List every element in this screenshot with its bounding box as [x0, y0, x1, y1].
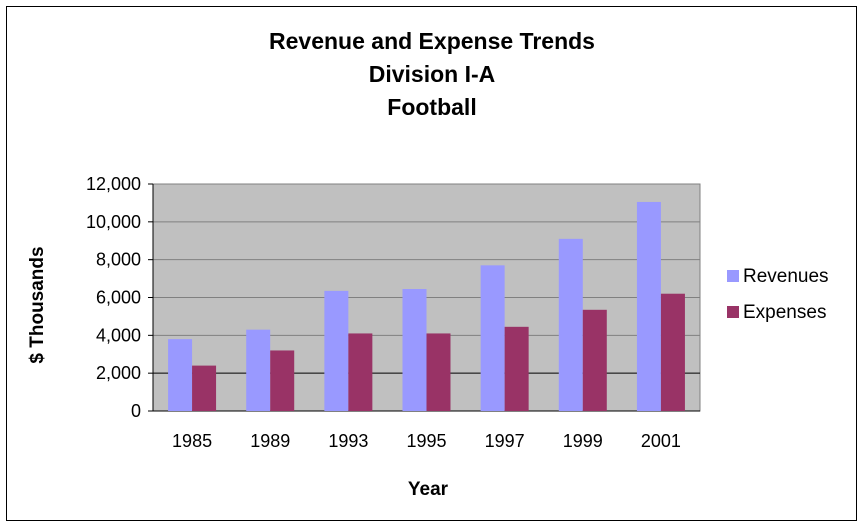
y-axis-label: $ Thousands [27, 246, 48, 363]
y-tick-label: 4,000 [96, 325, 141, 345]
bar-expenses-1993 [348, 333, 373, 411]
y-tick-label: 10,000 [86, 212, 141, 232]
bar-revenues-1997 [480, 265, 505, 411]
y-tick-label: 12,000 [86, 174, 141, 194]
x-tick-label: 1993 [328, 431, 368, 451]
legend-swatch-expenses [727, 306, 739, 318]
x-tick-label: 1995 [406, 431, 446, 451]
bar-chart: Revenue and Expense Trends Division I-A … [27, 28, 829, 500]
bar-expenses-1999 [582, 309, 607, 411]
bar-revenues-1985 [168, 339, 193, 411]
bar-expenses-1989 [270, 350, 295, 411]
y-tick-label: 6,000 [96, 288, 141, 308]
x-axis-label: Year [408, 479, 449, 500]
x-tick-label: 1985 [172, 431, 212, 451]
x-tick-label: 1997 [485, 431, 525, 451]
legend-label-expenses: Expenses [743, 302, 826, 323]
y-axis: 0 2,000 4,000 6,000 8,000 10,000 12,000 [86, 174, 154, 421]
y-tick-label: 0 [131, 401, 141, 421]
bar-expenses-1997 [504, 326, 529, 411]
x-tick-label: 1999 [563, 431, 603, 451]
bar-revenues-1995 [402, 288, 427, 411]
bar-revenues-1993 [324, 290, 349, 411]
bar-expenses-1985 [192, 365, 217, 411]
legend: Revenues Expenses [727, 266, 829, 323]
bar-revenues-1999 [558, 238, 583, 411]
legend-swatch-revenues [727, 270, 739, 282]
legend-label-revenues: Revenues [743, 266, 829, 287]
y-tick-label: 8,000 [96, 250, 141, 270]
bars [168, 201, 685, 411]
bar-revenues-2001 [636, 201, 661, 411]
chart-frame: Revenue and Expense Trends Division I-A … [6, 6, 857, 521]
chart-title-line-3: Football [387, 94, 476, 120]
bar-revenues-1989 [246, 329, 271, 411]
y-tick-label: 2,000 [96, 363, 141, 383]
x-tick-label: 1989 [250, 431, 290, 451]
bar-expenses-2001 [660, 293, 685, 411]
chart-title-line-1: Revenue and Expense Trends [269, 28, 595, 54]
chart-title-line-2: Division I-A [369, 61, 496, 87]
bar-expenses-1995 [426, 333, 451, 411]
x-axis: 1985 1989 1993 1995 1997 1999 2001 [153, 410, 700, 451]
x-tick-label: 2001 [641, 431, 681, 451]
